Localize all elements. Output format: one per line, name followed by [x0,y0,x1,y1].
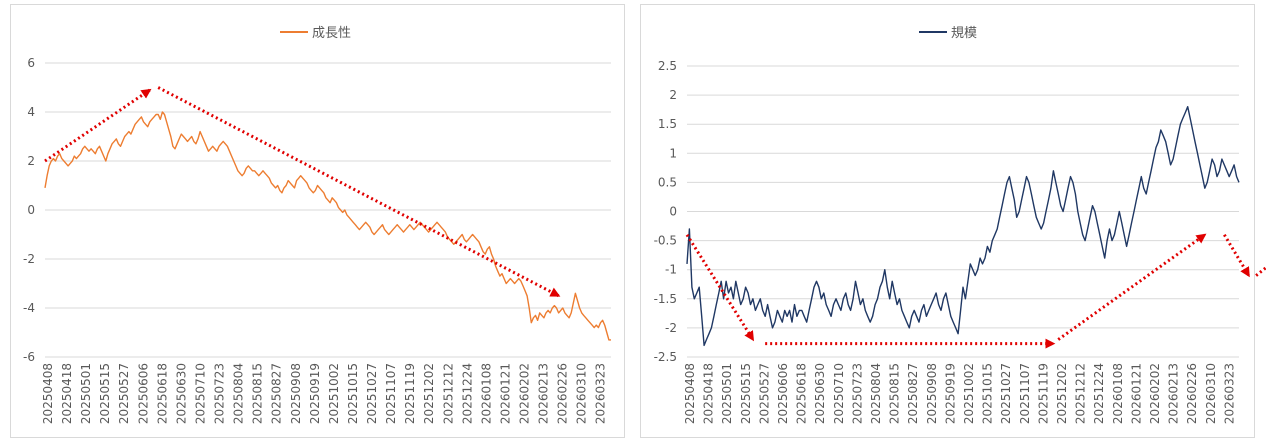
y-tick-label: 2.5 [658,59,677,73]
x-tick-label: 20260108 [479,363,493,424]
x-tick-label: 20260226 [556,363,570,424]
x-tick-label: 20251119 [403,363,417,424]
chart-panel-left: 6 4 2 0 -2 -4 -6 20250408 20250418 20250501 202505… [10,4,625,438]
x-tick-label: 20250827 [270,363,284,424]
y-tick-label: -2 [23,252,35,266]
y-tick-label: -1 [665,263,677,277]
x-tick-label: 20250919 [308,363,322,424]
x-tick-label: 20250815 [251,363,265,424]
x-tick-label: 20250515 [739,363,753,424]
x-tick-label: 20251202 [1055,363,1069,424]
x-tick-label: 20260121 [498,363,512,424]
y-tick-label: 4 [27,105,35,119]
y-tick-label: -2 [665,321,677,335]
growth-chart: 6 4 2 0 -2 -4 -6 20250408 20250418 20250501 202505… [23,26,611,424]
y-tick-label: 1 [669,146,677,160]
x-tick-label: 20250606 [776,363,790,424]
trend-arrow [685,233,755,342]
x-tick-label: 20250618 [155,363,169,424]
x-tick-label: 20260213 [1167,363,1181,424]
y-tick-label: -4 [23,301,35,315]
x-tick-label: 20250710 [832,363,846,424]
x-tick-label: 20250827 [906,363,920,424]
x-tick-label: 20250606 [136,363,150,424]
y-tick-label: -0.5 [654,234,677,248]
x-tick-label: 20251212 [441,363,455,424]
trend-arrow [1057,233,1207,341]
x-tick-label: 20251202 [422,363,436,424]
x-tick-label: 20250501 [79,363,93,424]
x-tick-label: 20260323 [1222,363,1236,424]
x-tick-label: 20250723 [213,363,227,424]
x-tick-label: 20260121 [1129,363,1143,424]
x-tick-label: 20260202 [518,363,532,424]
x-tick-label: 20251119 [1036,363,1050,424]
x-tick-label: 20250804 [232,363,246,424]
x-tick-label: 20251002 [962,363,976,424]
x-tick-label: 20250527 [117,363,131,424]
y-tick-label: -6 [23,350,35,364]
x-tick-label: 20250804 [869,363,883,424]
y-tick-label: 2 [27,154,35,168]
trend-arrow [157,86,561,298]
x-tick-label: 20251015 [346,363,360,424]
x-tick-label: 20251002 [327,363,341,424]
x-tick-label: 20251027 [365,363,379,424]
x-tick-label: 20251224 [460,363,474,424]
series-line [44,111,611,341]
x-tick-label: 20260108 [1111,363,1125,424]
y-tick-label: 0 [669,205,677,219]
x-tick-label: 20260226 [1185,363,1199,424]
y-tick-label: -1.5 [654,292,677,306]
x-tick-label: 20250908 [289,363,303,424]
x-tick-label: 20250618 [795,363,809,424]
chart-panel-right: 2.5 2 1.5 1 0.5 0 -0.5 -1 -1.5 -2 -2.5 20250408 2025… [640,4,1266,438]
x-tick-label: 20260310 [575,363,589,424]
legend-label: 規模 [951,26,977,41]
x-tick-label: 20250723 [850,363,864,424]
trend-arrow [1255,265,1266,277]
y-tick-label: 2 [669,88,677,102]
x-tick-label: 20251027 [999,363,1013,424]
series-line [686,106,1240,347]
y-tick-label: 6 [27,56,35,70]
x-tick-label: 20251224 [1092,363,1106,424]
x-tick-label: 20250710 [193,363,207,424]
y-tick-label: -2.5 [654,350,677,364]
scale-chart: 2.5 2 1.5 1 0.5 0 -0.5 -1 -1.5 -2 -2.5 20250408 2025… [654,26,1266,424]
x-tick-label: 20260213 [537,363,551,424]
x-tick-label: 20250908 [925,363,939,424]
x-tick-label: 20250630 [813,363,827,424]
x-tick-label: 20260202 [1148,363,1162,424]
x-tick-label: 20260323 [594,363,608,424]
x-tick-label: 20251107 [1018,363,1032,424]
x-tick-label: 20250501 [720,363,734,424]
x-tick-label: 20260310 [1204,363,1218,424]
y-tick-label: 1.5 [658,117,677,131]
x-tick-label: 20250418 [60,363,74,424]
x-tick-label: 20251015 [981,363,995,424]
y-tick-label: 0.5 [658,175,677,189]
x-tick-label: 20250527 [757,363,771,424]
y-tick-label: 0 [27,203,35,217]
x-tick-label: 20250515 [98,363,112,424]
x-tick-label: 20251212 [1074,363,1088,424]
trend-arrow [44,88,152,163]
x-tick-label: 20250630 [174,363,188,424]
x-tick-label: 20250919 [943,363,957,424]
legend-label: 成長性 [312,26,351,41]
x-tick-label: 20251107 [384,363,398,424]
x-tick-label: 20250815 [888,363,902,424]
x-tick-label: 20250418 [702,363,716,424]
x-tick-label: 20250408 [683,363,697,424]
x-tick-label: 20250408 [41,363,55,424]
